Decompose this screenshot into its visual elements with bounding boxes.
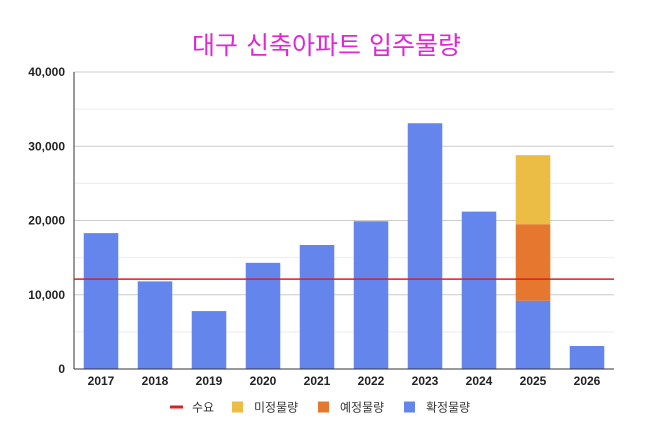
x-tick-label: 2021 (304, 374, 331, 388)
bar-확정물량-2018 (137, 281, 173, 369)
y-tick-label: 30,000 (28, 139, 65, 153)
x-tick-label: 2018 (142, 374, 169, 388)
bar-확정물량-2024 (461, 211, 497, 369)
bar-확정물량-2023 (407, 123, 443, 369)
bar-확정물량-2022 (353, 221, 389, 369)
y-tick-label: 40,000 (28, 65, 65, 79)
bar-확정물량-2021 (299, 245, 335, 369)
x-tick-label: 2019 (196, 374, 223, 388)
bar-확정물량-2026 (569, 345, 605, 369)
legend-label: 수요 (192, 401, 214, 415)
bar-확정물량-2025 (515, 300, 551, 369)
legend-swatch (232, 401, 243, 413)
legend-label: 확정물량 (426, 401, 470, 415)
bar-미정물량-2025 (515, 155, 551, 225)
legend-label: 미정물량 (254, 401, 298, 415)
x-tick-label: 2026 (574, 374, 601, 388)
x-tick-label: 2017 (88, 374, 115, 388)
x-tick-label: 2020 (250, 374, 277, 388)
x-tick-label: 2022 (358, 374, 385, 388)
y-tick-label: 10,000 (28, 288, 65, 302)
legend-label: 예정물량 (340, 401, 384, 415)
y-tick-label: 0 (58, 362, 65, 376)
x-tick-label: 2023 (412, 374, 439, 388)
bar-확정물량-2019 (191, 311, 227, 369)
bar-확정물량-2017 (83, 233, 119, 369)
y-tick-label: 20,000 (28, 214, 65, 228)
x-tick-label: 2024 (466, 374, 493, 388)
legend-swatch (318, 401, 329, 413)
legend-swatch (404, 401, 415, 413)
x-tick-label: 2025 (520, 374, 547, 388)
chart-title: 대구 신축아파트 입주물량 (192, 31, 461, 60)
bar-예정물량-2025 (515, 224, 551, 301)
bar-확정물량-2020 (245, 262, 281, 369)
